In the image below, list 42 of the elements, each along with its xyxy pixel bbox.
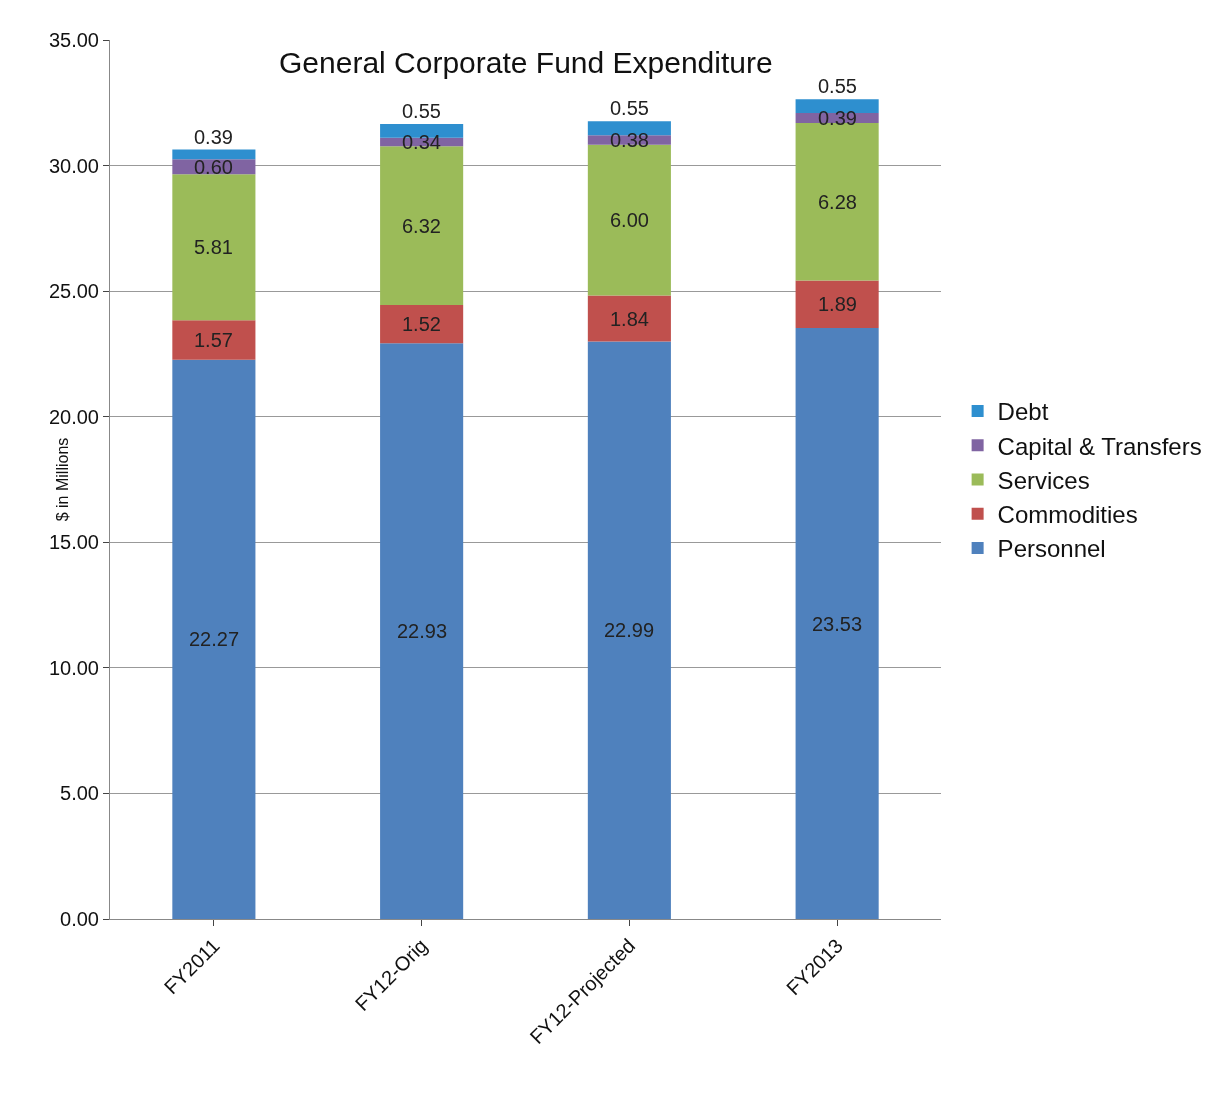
- data-label: 1.89: [818, 293, 857, 315]
- legend-label: Personnel: [997, 535, 1106, 563]
- data-label: 6.32: [402, 215, 441, 237]
- y-tick-label: 5.00: [60, 782, 99, 805]
- bar: [172, 320, 256, 360]
- bar: [172, 359, 256, 919]
- data-label: 22.93: [397, 620, 448, 642]
- bar: [795, 328, 879, 919]
- y-tick-label: 20.00: [48, 405, 99, 428]
- y-tick-label: 10.00: [48, 656, 99, 679]
- bar: [587, 341, 671, 919]
- bar: [587, 295, 671, 342]
- data-label: 0.55: [610, 97, 649, 119]
- bar: [172, 174, 256, 321]
- legend-label: Capital & Transfers: [997, 432, 1202, 460]
- data-label: 6.28: [818, 191, 857, 213]
- data-label: 23.53: [812, 613, 863, 635]
- data-label: 0.55: [402, 100, 441, 122]
- y-axis-title: $ in Millions: [54, 437, 71, 522]
- y-tick-label: 25.00: [48, 280, 99, 303]
- data-label: 5.81: [194, 236, 233, 258]
- y-tick-label: 0.00: [60, 908, 99, 930]
- data-label: 0.60: [194, 156, 233, 178]
- legend-label: Commodities: [997, 501, 1138, 529]
- legend-label: Services: [997, 466, 1090, 494]
- data-label: 1.57: [194, 329, 233, 351]
- data-label: 22.99: [604, 619, 655, 641]
- bar: [380, 343, 464, 919]
- legend-label: Debt: [997, 398, 1049, 426]
- data-label: 0.39: [194, 126, 233, 148]
- data-label: 6.00: [610, 209, 649, 231]
- y-tick-label: 15.00: [48, 531, 99, 554]
- bar: [172, 149, 256, 160]
- data-label: 22.27: [189, 628, 240, 650]
- bar: [795, 280, 879, 329]
- data-label: 0.55: [818, 75, 857, 97]
- y-tick-label: 35.00: [48, 29, 99, 51]
- data-label: 1.52: [402, 313, 441, 335]
- bar: [380, 304, 464, 344]
- chart-title: General Corporate Fund Expenditure: [279, 46, 773, 79]
- data-label: 1.84: [610, 308, 649, 330]
- y-tick-label: 30.00: [48, 154, 99, 177]
